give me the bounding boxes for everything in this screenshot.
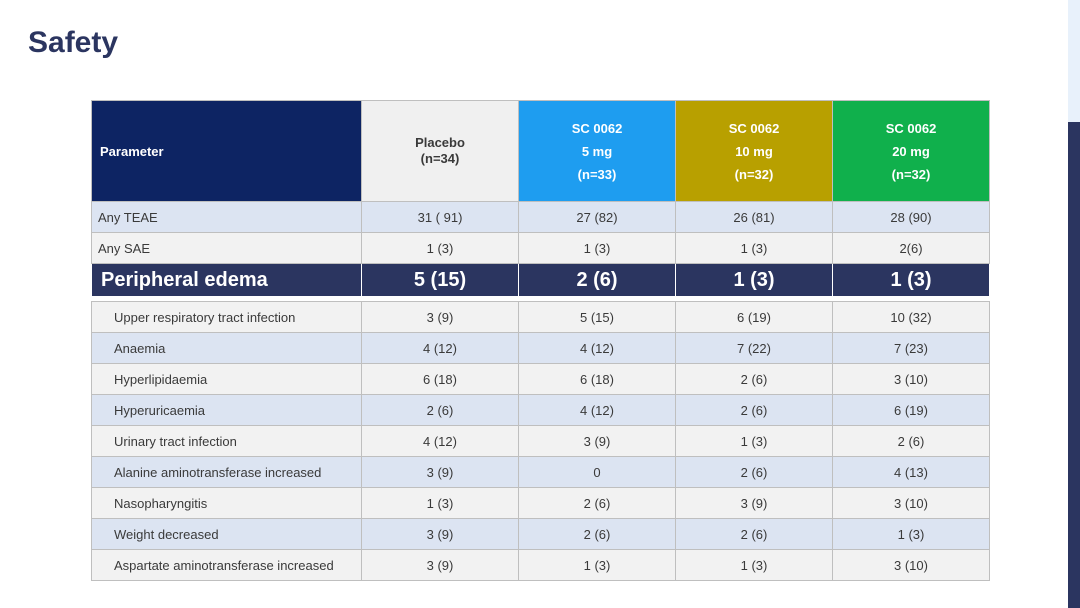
table-row: Nasopharyngitis 1 (3) 2 (6) 3 (9) 3 (10) [91, 487, 990, 519]
header-placebo: Placebo (n=34) [361, 100, 519, 202]
cell-placebo: 3 (9) [361, 456, 519, 488]
row-label: Any TEAE [91, 201, 362, 233]
table-row: Hyperlipidaemia 6 (18) 6 (18) 2 (6) 3 (1… [91, 363, 990, 395]
cell-sc-10mg: 2 (6) [675, 456, 833, 488]
cell-placebo: 2 (6) [361, 394, 519, 426]
cell-sc-10mg: 2 (6) [675, 518, 833, 550]
highlight-row-label: Peripheral edema [91, 263, 362, 297]
row-label: Weight decreased [91, 518, 362, 550]
table-row: Any SAE 1 (3) 1 (3) 1 (3) 2(6) [91, 232, 990, 264]
header-sc-10mg-n: (n=32) [734, 166, 774, 182]
header-sc-10mg-drug: SC 0062 [728, 120, 780, 136]
table-row: Any TEAE 31 ( 91) 27 (82) 26 (81) 28 (90… [91, 201, 990, 233]
cell-sc-20mg: 3 (10) [832, 363, 990, 395]
highlight-cell-sc-10mg: 1 (3) [675, 263, 833, 297]
cell-sc-20mg: 1 (3) [832, 518, 990, 550]
header-placebo-n: (n=34) [420, 151, 460, 166]
cell-placebo: 31 ( 91) [361, 201, 519, 233]
header-sc-20mg-drug: SC 0062 [885, 120, 937, 136]
highlight-cell-sc-20mg: 1 (3) [832, 263, 990, 297]
cell-sc-5mg: 4 (12) [518, 394, 676, 426]
table-row: Anaemia 4 (12) 4 (12) 7 (22) 7 (23) [91, 332, 990, 364]
row-label: Any SAE [91, 232, 362, 264]
cell-sc-10mg: 2 (6) [675, 394, 833, 426]
cell-sc-5mg: 0 [518, 456, 676, 488]
cell-sc-10mg: 3 (9) [675, 487, 833, 519]
cell-sc-5mg: 3 (9) [518, 425, 676, 457]
table-row: Weight decreased 3 (9) 2 (6) 2 (6) 1 (3) [91, 518, 990, 550]
cell-sc-10mg: 6 (19) [675, 301, 833, 333]
cell-placebo: 6 (18) [361, 363, 519, 395]
cell-sc-20mg: 3 (10) [832, 549, 990, 581]
cell-sc-10mg: 1 (3) [675, 232, 833, 264]
row-label: Hyperlipidaemia [91, 363, 362, 395]
cell-sc-20mg: 7 (23) [832, 332, 990, 364]
header-sc-10mg: SC 0062 10 mg (n=32) [675, 100, 833, 202]
table-row: Urinary tract infection 4 (12) 3 (9) 1 (… [91, 425, 990, 457]
cell-sc-5mg: 2 (6) [518, 518, 676, 550]
cell-sc-5mg: 2 (6) [518, 487, 676, 519]
row-label: Upper respiratory tract infection [91, 301, 362, 333]
cell-placebo: 1 (3) [361, 232, 519, 264]
header-sc-10mg-dose: 10 mg [735, 143, 773, 159]
row-spacer [91, 296, 990, 302]
table-header-row: Parameter Placebo (n=34) SC 0062 5 mg (n… [91, 100, 990, 202]
cell-placebo: 3 (9) [361, 518, 519, 550]
cell-sc-5mg: 4 (12) [518, 332, 676, 364]
table-row: Upper respiratory tract infection 3 (9) … [91, 301, 990, 333]
cell-sc-20mg: 2 (6) [832, 425, 990, 457]
cell-sc-5mg: 6 (18) [518, 363, 676, 395]
row-label: Anaemia [91, 332, 362, 364]
header-placebo-name: Placebo [415, 135, 465, 150]
header-sc-20mg: SC 0062 20 mg (n=32) [832, 100, 990, 202]
cell-placebo: 3 (9) [361, 301, 519, 333]
cell-sc-10mg: 1 (3) [675, 425, 833, 457]
cell-sc-5mg: 1 (3) [518, 232, 676, 264]
row-label: Alanine aminotransferase increased [91, 456, 362, 488]
cell-sc-10mg: 2 (6) [675, 363, 833, 395]
highlight-cell-sc-5mg: 2 (6) [518, 263, 676, 297]
table-row: Alanine aminotransferase increased 3 (9)… [91, 456, 990, 488]
header-parameter: Parameter [91, 100, 362, 202]
cell-placebo: 4 (12) [361, 332, 519, 364]
cell-sc-5mg: 1 (3) [518, 549, 676, 581]
cell-sc-20mg: 10 (32) [832, 301, 990, 333]
cell-sc-20mg: 6 (19) [832, 394, 990, 426]
cell-placebo: 1 (3) [361, 487, 519, 519]
cell-sc-10mg: 7 (22) [675, 332, 833, 364]
cell-sc-10mg: 1 (3) [675, 549, 833, 581]
row-label: Hyperuricaemia [91, 394, 362, 426]
table-row: Hyperuricaemia 2 (6) 4 (12) 2 (6) 6 (19) [91, 394, 990, 426]
cell-sc-20mg: 2(6) [832, 232, 990, 264]
row-label: Urinary tract infection [91, 425, 362, 457]
decorative-bar-dark [1068, 122, 1080, 608]
header-sc-5mg-drug: SC 0062 [571, 120, 623, 136]
table-row: Aspartate aminotransferase increased 3 (… [91, 549, 990, 581]
safety-table: Parameter Placebo (n=34) SC 0062 5 mg (n… [91, 100, 990, 581]
cell-sc-20mg: 3 (10) [832, 487, 990, 519]
row-label: Nasopharyngitis [91, 487, 362, 519]
cell-sc-5mg: 27 (82) [518, 201, 676, 233]
row-label: Aspartate aminotransferase increased [91, 549, 362, 581]
decorative-bar-light [1068, 0, 1080, 122]
highlight-row: Peripheral edema 5 (15) 2 (6) 1 (3) 1 (3… [91, 263, 990, 297]
cell-placebo: 3 (9) [361, 549, 519, 581]
header-sc-20mg-dose: 20 mg [892, 143, 930, 159]
header-parameter-label: Parameter [100, 143, 164, 159]
cell-sc-5mg: 5 (15) [518, 301, 676, 333]
cell-sc-10mg: 26 (81) [675, 201, 833, 233]
header-sc-5mg: SC 0062 5 mg (n=33) [518, 100, 676, 202]
header-sc-5mg-n: (n=33) [577, 166, 617, 182]
header-sc-5mg-dose: 5 mg [581, 143, 613, 159]
cell-sc-20mg: 4 (13) [832, 456, 990, 488]
header-sc-20mg-n: (n=32) [891, 166, 931, 182]
cell-sc-20mg: 28 (90) [832, 201, 990, 233]
cell-placebo: 4 (12) [361, 425, 519, 457]
slide-title: Safety [28, 26, 119, 59]
highlight-cell-placebo: 5 (15) [361, 263, 519, 297]
